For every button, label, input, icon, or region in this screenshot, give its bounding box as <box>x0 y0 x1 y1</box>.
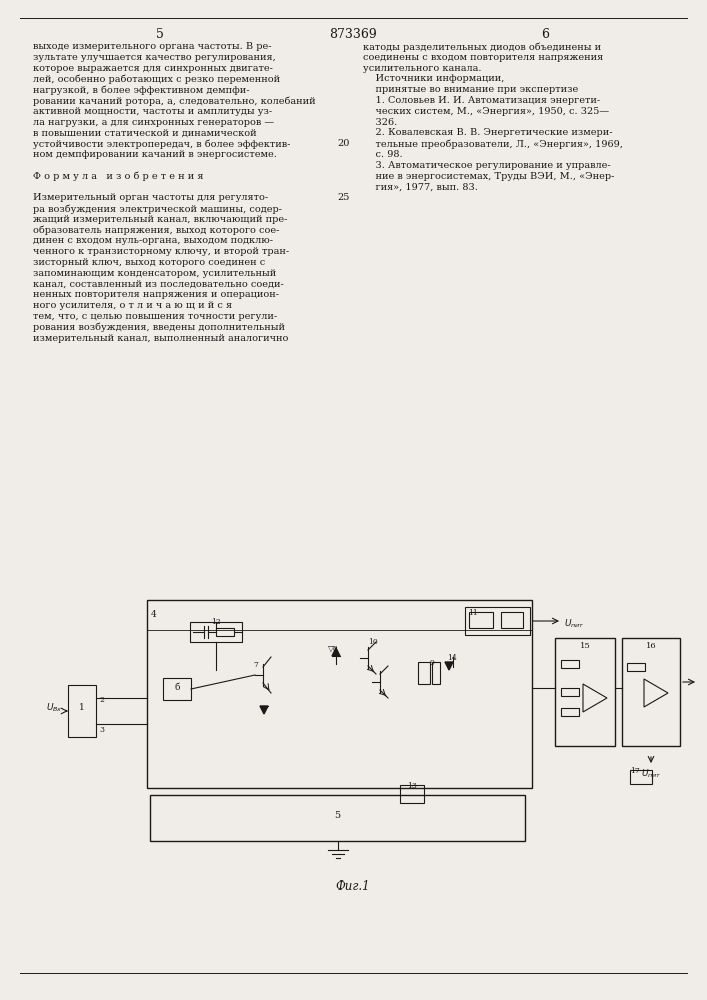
Text: 14: 14 <box>447 654 457 662</box>
Text: ра возбуждения электрической машины, содер-: ра возбуждения электрической машины, сод… <box>33 204 282 214</box>
Text: нагрузкой, в более эффективном демпфи-: нагрузкой, в более эффективном демпфи- <box>33 85 250 95</box>
Polygon shape <box>332 648 340 656</box>
Text: тем, что, с целью повышения точности регули-: тем, что, с целью повышения точности рег… <box>33 312 277 321</box>
Text: ного усилителя, о т л и ч а ю щ и й с я: ного усилителя, о т л и ч а ю щ и й с я <box>33 301 232 310</box>
Text: лей, особенно работающих с резко переменной: лей, особенно работающих с резко перемен… <box>33 74 280 84</box>
Text: 6: 6 <box>541 28 549 41</box>
Text: 5: 5 <box>334 810 341 820</box>
Text: выходе измерительного органа частоты. В ре-: выходе измерительного органа частоты. В … <box>33 42 271 51</box>
Text: 13: 13 <box>407 782 417 790</box>
Text: 2: 2 <box>99 696 104 704</box>
Text: гия», 1977, вып. 83.: гия», 1977, вып. 83. <box>363 182 478 191</box>
Bar <box>555 638 615 746</box>
Text: с. 98.: с. 98. <box>363 150 402 159</box>
Text: в повышении статической и динамической: в повышении статической и динамической <box>33 128 257 137</box>
Text: 1. Соловьев И. И. Автоматизация энергети-: 1. Соловьев И. И. Автоматизация энергети… <box>363 96 600 105</box>
Text: запоминающим конденсатором, усилительный: запоминающим конденсатором, усилительный <box>33 269 276 278</box>
Text: 12: 12 <box>211 618 221 626</box>
Bar <box>561 660 579 668</box>
Text: 3. Автоматическое регулирование и управле-: 3. Автоматическое регулирование и управл… <box>363 161 611 170</box>
Text: $U_{пит}$: $U_{пит}$ <box>564 618 585 631</box>
Text: 20: 20 <box>338 139 350 148</box>
Text: 326.: 326. <box>363 118 397 127</box>
Text: катоды разделительных диодов объединены и: катоды разделительных диодов объединены … <box>363 42 601 51</box>
Text: Фиг.1: Фиг.1 <box>336 880 370 893</box>
Bar <box>622 638 680 746</box>
Text: канал, составленный из последовательно соеди-: канал, составленный из последовательно с… <box>33 280 284 289</box>
Text: 5: 5 <box>156 28 164 41</box>
Text: ческих систем, М., «Энергия», 1950, с. 325—: ческих систем, М., «Энергия», 1950, с. 3… <box>363 107 609 116</box>
Text: 7: 7 <box>253 661 258 669</box>
Bar <box>150 795 525 841</box>
Bar <box>163 678 191 700</box>
Text: измерительный канал, выполненный аналогично: измерительный канал, выполненный аналоги… <box>33 334 291 343</box>
Text: зультате улучшается качество регулирования,: зультате улучшается качество регулирован… <box>33 53 276 62</box>
Text: соединены с входом повторителя напряжения: соединены с входом повторителя напряжени… <box>363 53 603 62</box>
Text: 873369: 873369 <box>329 28 377 41</box>
Text: ненных повторителя напряжения и операцион-: ненных повторителя напряжения и операцио… <box>33 290 279 299</box>
Bar <box>501 612 523 628</box>
Bar <box>561 688 579 696</box>
Text: образователь напряжения, выход которого сое-: образователь напряжения, выход которого … <box>33 226 279 235</box>
Text: 1: 1 <box>79 704 85 712</box>
Text: $U_{Bx}$: $U_{Bx}$ <box>46 702 63 714</box>
Text: 4: 4 <box>151 610 157 619</box>
Text: 25: 25 <box>338 193 350 202</box>
Text: устойчивости электропередач, в более эффектив-: устойчивости электропередач, в более эфф… <box>33 139 291 149</box>
Text: 2. Ковалевская В. В. Энергетические измери-: 2. Ковалевская В. В. Энергетические изме… <box>363 128 612 137</box>
Text: 9: 9 <box>430 659 435 667</box>
Text: 17: 17 <box>630 767 640 775</box>
Text: б: б <box>174 682 180 692</box>
Text: 11: 11 <box>468 609 478 617</box>
Text: принятые во внимание при экспертизе: принятые во внимание при экспертизе <box>363 85 578 94</box>
Polygon shape <box>445 662 453 670</box>
Bar <box>432 662 440 684</box>
Text: жащий измерительный канал, включающий пре-: жащий измерительный канал, включающий пр… <box>33 215 287 224</box>
Text: ▽8: ▽8 <box>328 645 339 653</box>
Text: ровании качаний ротора, а, следовательно, колебаний: ровании качаний ротора, а, следовательно… <box>33 96 315 105</box>
Polygon shape <box>260 706 268 714</box>
Text: $U_{пит}$: $U_{пит}$ <box>641 768 661 780</box>
Text: Источники информации,: Источники информации, <box>363 74 504 83</box>
Bar <box>147 600 532 788</box>
Text: ченного к транзисторному ключу, и второй тран-: ченного к транзисторному ключу, и второй… <box>33 247 289 256</box>
Text: ном демпфировании качаний в энергосистеме.: ном демпфировании качаний в энергосистем… <box>33 150 277 159</box>
Bar <box>216 628 234 636</box>
Text: зисторный ключ, выход которого соединен с: зисторный ключ, выход которого соединен … <box>33 258 265 267</box>
Bar <box>190 622 242 642</box>
Bar <box>418 662 430 684</box>
Text: рования возбуждения, введены дополнительный: рования возбуждения, введены дополнитель… <box>33 323 285 332</box>
Bar <box>627 663 645 671</box>
Text: 10: 10 <box>368 638 378 646</box>
Text: тельные преобразователи, Л., «Энергия», 1969,: тельные преобразователи, Л., «Энергия», … <box>363 139 623 149</box>
Text: 3: 3 <box>99 726 104 734</box>
Bar <box>68 685 96 737</box>
Text: активной мощности, частоты и амплитуды уз-: активной мощности, частоты и амплитуды у… <box>33 107 272 116</box>
Text: 15: 15 <box>580 642 590 650</box>
Bar <box>400 785 424 803</box>
Bar <box>561 708 579 716</box>
Text: ла нагрузки, а для синхронных генераторов —: ла нагрузки, а для синхронных генераторо… <box>33 118 274 127</box>
Bar <box>469 612 493 628</box>
Text: 16: 16 <box>645 642 656 650</box>
Text: Измерительный орган частоты для регулято-: Измерительный орган частоты для регулято… <box>33 193 268 202</box>
Text: усилительного канала.: усилительного канала. <box>363 64 481 73</box>
Text: Ф о р м у л а   и з о б р е т е н и я: Ф о р м у л а и з о б р е т е н и я <box>33 172 204 181</box>
Text: динен с входом нуль-органа, выходом подклю-: динен с входом нуль-органа, выходом подк… <box>33 236 273 245</box>
Bar <box>630 770 652 784</box>
Text: ние в энергосистемах, Труды ВЭИ, М., «Энер-: ние в энергосистемах, Труды ВЭИ, М., «Эн… <box>363 172 614 181</box>
Bar <box>465 607 530 635</box>
Text: которое выражается для синхронных двигате-: которое выражается для синхронных двигат… <box>33 64 273 73</box>
